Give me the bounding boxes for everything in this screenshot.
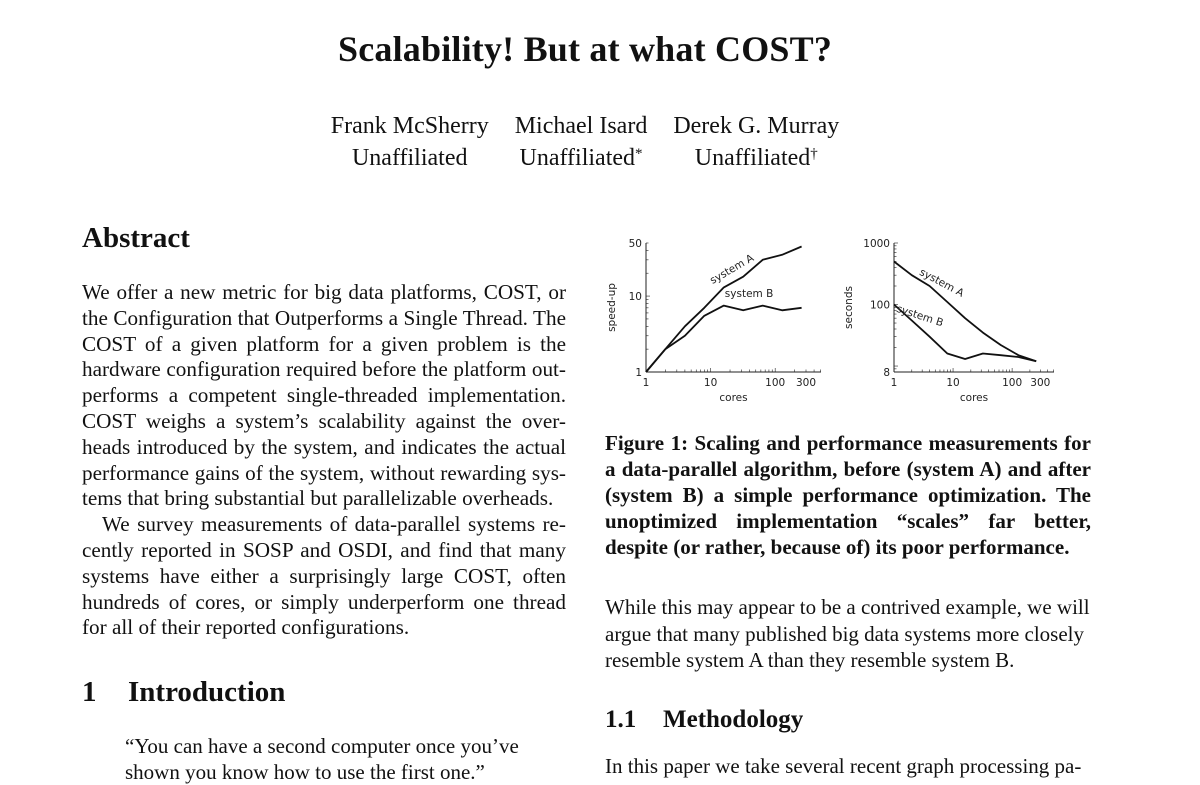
- section-number: 1: [82, 676, 97, 708]
- affiliation-footnote-mark: †: [810, 146, 818, 162]
- author-name: Frank McSherry: [330, 113, 489, 139]
- affiliation-text: Unaffiliated: [519, 145, 636, 171]
- author-name: Derek G. Murray: [673, 113, 840, 139]
- x-tick-label: 300: [796, 377, 816, 389]
- x-tick-label: 100: [765, 377, 785, 389]
- abstract-heading: Abstract: [82, 222, 190, 254]
- section-title: Introduction: [128, 676, 286, 708]
- series-line-system-b: [893, 303, 1037, 363]
- affiliation-footnote-mark: *: [635, 146, 643, 162]
- author-affiliation: Unaffiliated†: [673, 142, 839, 174]
- y-tick-label: 1: [635, 367, 642, 379]
- methodology-heading: 1.1 Methodology: [605, 706, 803, 734]
- y-tick-label: 1000: [863, 238, 890, 250]
- series-label: system B: [895, 303, 945, 329]
- subsection-title: Methodology: [663, 706, 804, 733]
- author-affiliation: Unaffiliated*: [515, 142, 648, 174]
- author-list: Frank McSherry Unaffiliated Michael Isar…: [0, 110, 1170, 174]
- figure-caption: Figure 1: Scaling and performance measur…: [605, 431, 1091, 559]
- x-tick-label: 300: [1030, 377, 1050, 389]
- y-tick-label: 8: [883, 367, 890, 379]
- y-axis-label: seconds: [843, 286, 855, 329]
- x-axis-label: cores: [719, 392, 747, 404]
- x-tick-label: 100: [1002, 377, 1022, 389]
- author-block: Michael Isard Unaffiliated*: [515, 110, 648, 174]
- x-tick-label: 1: [643, 377, 650, 389]
- intro-epigraph: “You can have a second computer once you…: [125, 734, 519, 784]
- abstract-body: We offer a new metric for big data platf…: [82, 280, 566, 641]
- author-affiliation: Unaffiliated: [331, 142, 489, 174]
- y-tick-label: 50: [629, 238, 642, 250]
- abstract-paragraph: We survey measurements of data-parallel …: [82, 512, 566, 640]
- subsection-number: 1.1: [605, 706, 637, 733]
- series-line-system-b: [645, 304, 802, 373]
- body-paragraph: While this may appear to be a contrived …: [605, 595, 1090, 672]
- abstract-paragraph: We offer a new metric for big data platf…: [82, 280, 566, 511]
- series-line-system-a: [893, 260, 1037, 363]
- methodology-text: In this paper we take several recent gra…: [605, 754, 1082, 778]
- x-tick-label: 10: [704, 377, 717, 389]
- y-axis-label: speed-up: [606, 283, 618, 332]
- x-tick-label: 10: [946, 377, 959, 389]
- author-block: Derek G. Murray Unaffiliated†: [673, 110, 839, 174]
- affiliation-text: Unaffiliated: [694, 145, 811, 171]
- x-axis-label: cores: [960, 392, 988, 404]
- author-name: Michael Isard: [514, 113, 648, 139]
- paper-title: Scalability! But at what COST?: [337, 29, 833, 69]
- x-tick-label: 1: [891, 377, 898, 389]
- series-label: system A: [708, 252, 757, 287]
- introduction-heading: 1 Introduction: [82, 676, 285, 709]
- affiliation-text: Unaffiliated: [351, 145, 468, 171]
- series-line-system-a: [645, 245, 802, 373]
- series-label: system B: [725, 288, 774, 300]
- author-block: Frank McSherry Unaffiliated: [331, 110, 489, 174]
- y-tick-label: 100: [870, 300, 890, 312]
- y-tick-label: 10: [629, 291, 642, 303]
